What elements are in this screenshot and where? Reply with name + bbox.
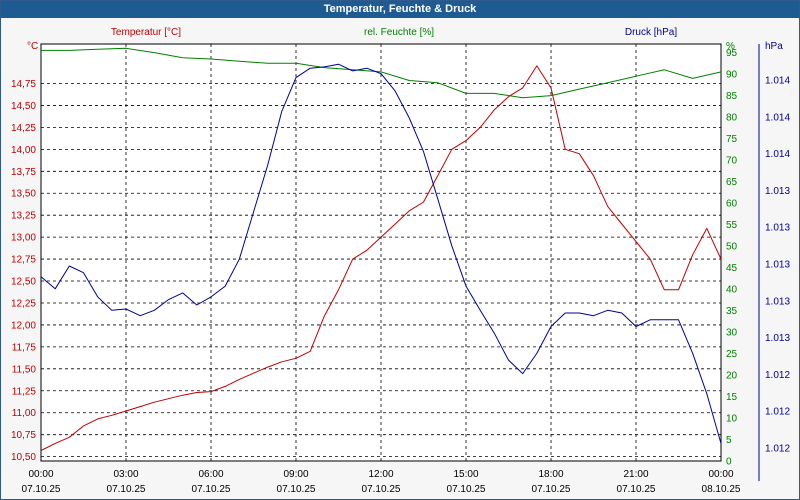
humidity-tick-label: 30 — [726, 328, 738, 339]
temperature-tick-label: 13,50 — [11, 189, 36, 200]
pressure-series-line — [40, 63, 722, 444]
humidity-tick-label: 50 — [726, 242, 738, 253]
pressure-tick-label: 1.012 — [765, 444, 790, 455]
temperature-tick-label: 11,75 — [12, 342, 37, 353]
humidity-series-line — [41, 47, 722, 99]
pressure-tick-label: 1.013 — [765, 296, 790, 307]
chart-svg: Temperatur [°C] rel. Feuchte [%] Druck [… — [11, 27, 790, 495]
pressure-tick-label: 1.014 — [765, 149, 790, 160]
temperature-tick-label: 10,75 — [11, 430, 36, 441]
x-tick-date: 07.10.25 — [617, 484, 656, 495]
temperature-axis-title: Temperatur [°C] — [111, 27, 181, 38]
x-tick-time: 03:00 — [113, 469, 138, 480]
x-tick-time: 00:00 — [28, 469, 53, 480]
temperature-tick-label: 14,50 — [11, 101, 36, 112]
humidity-tick-label: 95 — [726, 48, 738, 59]
temperature-series-line — [40, 65, 722, 451]
temperature-tick-label: 14,00 — [11, 145, 36, 156]
x-tick-date: 07.10.25 — [107, 484, 146, 495]
temperature-tick-label: 13,00 — [11, 233, 36, 244]
x-tick-time: 06:00 — [198, 469, 223, 480]
pressure-axis-title: Druck [hPa] — [625, 27, 677, 38]
temperature-tick-label: 11,00 — [12, 408, 37, 419]
temperature-tick-label: 14,75 — [11, 79, 36, 90]
temperature-tick-label: 12,75 — [11, 255, 36, 266]
temperature-tick-label: 11,50 — [12, 364, 37, 375]
pressure-tick-label: 1.014 — [765, 76, 790, 87]
x-tick-time: 00:00 — [708, 469, 733, 480]
pressure-tick-label: 1.013 — [765, 260, 790, 271]
x-tick-time: 15:00 — [453, 469, 478, 480]
pressure-tick-label: 1.013 — [765, 223, 790, 234]
humidity-tick-label: 60 — [726, 199, 738, 210]
plot-area — [40, 43, 722, 462]
humidity-tick-label: 75 — [726, 134, 738, 145]
humidity-tick-label: 25 — [726, 349, 738, 360]
humidity-tick-label: 0 — [726, 457, 732, 468]
humidity-tick-label: 80 — [726, 113, 738, 124]
humidity-tick-label: 90 — [726, 70, 738, 81]
humidity-tick-label: 85 — [726, 91, 738, 102]
humidity-tick-label: 70 — [726, 156, 738, 167]
temperature-tick-label: 12,25 — [11, 298, 36, 309]
x-tick-date: 07.10.25 — [532, 484, 571, 495]
humidity-tick-label: 35 — [726, 306, 738, 317]
humidity-unit-label: % — [726, 41, 735, 52]
humidity-tick-label: 15 — [726, 392, 738, 403]
temperature-unit-label: °C — [27, 41, 38, 52]
pressure-unit-label: hPa — [765, 41, 783, 52]
pressure-tick-label: 1.013 — [765, 186, 790, 197]
temperature-tick-label: 12,00 — [11, 320, 36, 331]
temperature-tick-label: 14,25 — [11, 123, 36, 134]
x-tick-date: 07.10.25 — [362, 484, 401, 495]
temperature-tick-label: 10,50 — [11, 452, 36, 463]
pressure-tick-label: 1.012 — [765, 370, 790, 381]
humidity-tick-label: 65 — [726, 177, 738, 188]
humidity-tick-label: 20 — [726, 371, 738, 382]
x-tick-date: 07.10.25 — [277, 484, 316, 495]
x-tick-time: 18:00 — [538, 469, 563, 480]
pressure-tick-label: 1.013 — [765, 333, 790, 344]
temperature-tick-label: 12,50 — [11, 277, 36, 288]
temperature-tick-label: 13,75 — [11, 167, 36, 178]
humidity-axis-title: rel. Feuchte [%] — [364, 27, 434, 38]
humidity-tick-label: 10 — [726, 414, 738, 425]
humidity-tick-label: 55 — [726, 220, 738, 231]
x-tick-date: 07.10.25 — [447, 484, 486, 495]
pressure-tick-label: 1.012 — [765, 407, 790, 418]
humidity-tick-label: 5 — [726, 435, 732, 446]
humidity-tick-label: 40 — [726, 285, 738, 296]
humidity-tick-label: 45 — [726, 263, 738, 274]
window-title: Temperatur, Feuchte & Druck — [1, 1, 799, 18]
pressure-tick-label: 1.014 — [765, 112, 790, 123]
x-tick-time: 12:00 — [368, 469, 393, 480]
temperature-tick-label: 13,25 — [11, 211, 36, 222]
temperature-tick-label: 11,25 — [12, 386, 37, 397]
x-tick-time: 21:00 — [623, 469, 648, 480]
x-tick-time: 09:00 — [283, 469, 308, 480]
x-tick-date: 08.10.25 — [702, 484, 741, 495]
x-tick-date: 07.10.25 — [192, 484, 231, 495]
x-tick-date: 07.10.25 — [22, 484, 61, 495]
